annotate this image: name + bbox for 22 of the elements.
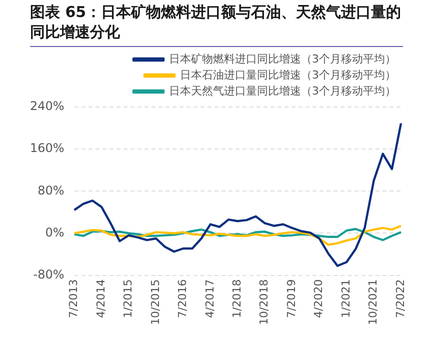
x-tick-label: 7/2022 — [394, 279, 407, 318]
x-tick-label: 1/2021 — [339, 279, 352, 318]
x-tick-label: 10/2015 — [148, 279, 162, 326]
x-tick-label: 4/2014 — [94, 279, 108, 318]
y-tick-label: 80% — [38, 183, 64, 198]
x-tick-label: 10/2018 — [258, 279, 271, 326]
y-tick-label: 0% — [45, 225, 64, 240]
legend-label: 日本矿物燃料进口同比增速（3个月移动平均） — [169, 52, 396, 66]
x-tick-label: 1/2018 — [230, 279, 244, 318]
x-tick-label: 7/2013 — [67, 279, 80, 318]
y-tick-label: 240% — [30, 99, 64, 114]
x-tick-label: 4/2020 — [312, 279, 326, 318]
legend-label: 日本天然气进口量同比增速（3个月移动平均） — [169, 84, 396, 98]
x-tick-label: 1/2015 — [122, 279, 135, 318]
x-tick-label: 10/2021 — [366, 279, 380, 326]
chart-title: 图表 65：日本矿物燃料进口额与石油、天然气进口量的同比增速分化 — [30, 2, 403, 47]
y-tick-label: -80% — [33, 267, 64, 282]
legend-label: 日本石油进口量同比增速（3个月移动平均） — [180, 68, 396, 82]
x-tick-label: 7/2016 — [176, 279, 190, 318]
x-tick-label: 4/2017 — [203, 279, 216, 318]
x-tick-label: 7/2019 — [284, 279, 298, 318]
y-tick-label: 160% — [30, 141, 64, 156]
